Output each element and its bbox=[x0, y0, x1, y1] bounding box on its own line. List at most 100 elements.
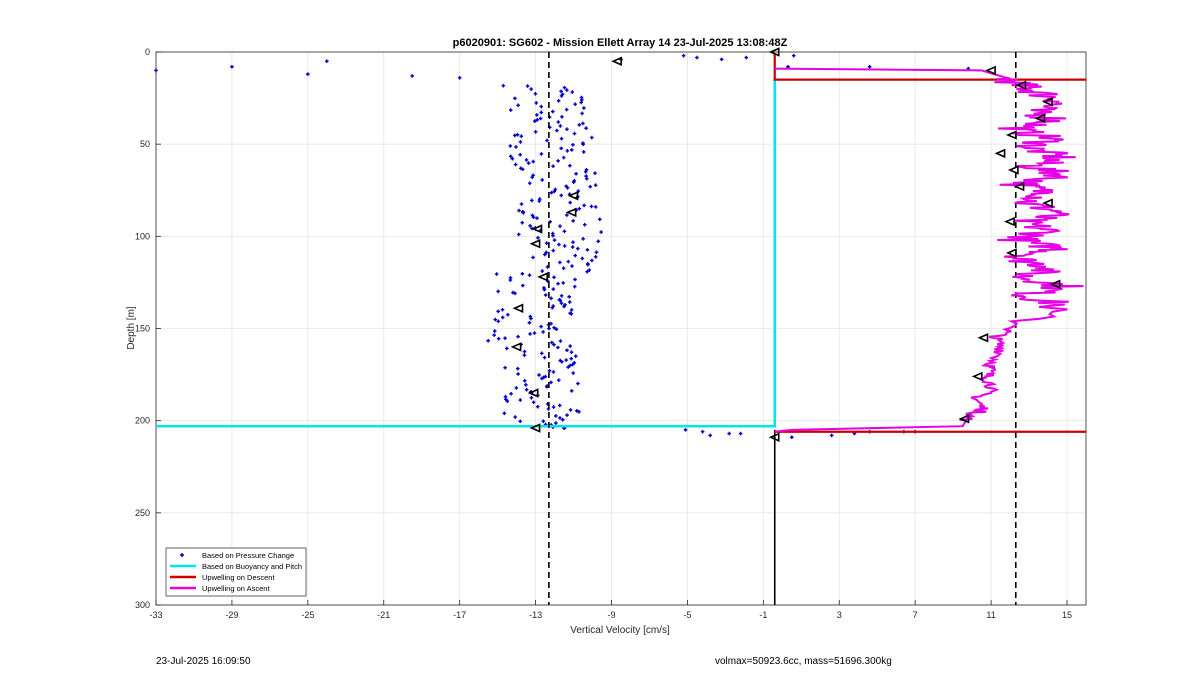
pressure-change-point bbox=[573, 277, 577, 282]
pressure-change-point bbox=[533, 129, 538, 134]
x-tick-label: -29 bbox=[225, 610, 238, 620]
pressure-change-point bbox=[552, 325, 556, 330]
pressure-change-point bbox=[683, 428, 688, 432]
legend-marker bbox=[180, 553, 184, 557]
pressure-change-point bbox=[513, 133, 517, 138]
pressure-change-point bbox=[582, 222, 587, 227]
x-tick-label: -21 bbox=[377, 610, 390, 620]
pressure-change-point bbox=[549, 190, 554, 195]
pressure-change-point bbox=[791, 53, 796, 58]
pressure-change-point bbox=[576, 381, 580, 386]
pressure-change-point bbox=[528, 224, 532, 228]
triangle-marker bbox=[567, 191, 579, 201]
pressure-change-point bbox=[518, 152, 522, 157]
pressure-change-point bbox=[551, 248, 556, 253]
triangle-marker bbox=[994, 148, 1006, 159]
pressure-change-point bbox=[518, 398, 523, 402]
pressure-change-point bbox=[572, 284, 577, 289]
pressure-change-point bbox=[867, 64, 872, 69]
pressure-change-point bbox=[562, 244, 567, 248]
pressure-change-point bbox=[492, 329, 497, 333]
pressure-change-point bbox=[585, 262, 590, 267]
pressure-change-point bbox=[571, 143, 575, 147]
pressure-change-point bbox=[560, 417, 565, 422]
pressure-change-point bbox=[581, 150, 586, 154]
triangle-marker bbox=[565, 207, 577, 218]
pressure-change-point bbox=[526, 161, 531, 165]
pressure-change-point bbox=[582, 106, 586, 110]
pressure-change-point bbox=[569, 148, 574, 152]
pressure-change-point bbox=[500, 307, 505, 312]
pressure-change-point bbox=[539, 110, 544, 115]
pressure-change-point bbox=[593, 205, 598, 209]
pressure-change-point bbox=[513, 162, 518, 167]
pressure-change-point bbox=[558, 260, 562, 265]
pressure-change-point bbox=[574, 171, 578, 176]
pressure-change-point bbox=[549, 380, 553, 385]
pressure-change-point bbox=[527, 181, 532, 186]
pressure-change-point bbox=[594, 250, 599, 255]
pressure-change-point bbox=[539, 104, 544, 109]
pressure-change-point bbox=[556, 120, 561, 124]
pressure-change-point bbox=[561, 155, 566, 160]
pressure-change-point bbox=[529, 87, 533, 91]
pressure-change-point bbox=[556, 159, 560, 163]
pressure-change-point bbox=[790, 435, 794, 440]
pressure-change-point bbox=[531, 215, 536, 219]
triangle-marker bbox=[1049, 279, 1061, 289]
pressure-change-point bbox=[559, 193, 564, 198]
y-tick-label: 0 bbox=[145, 47, 150, 57]
pressure-change-point bbox=[585, 269, 589, 274]
pressure-change-point bbox=[514, 386, 519, 390]
pressure-change-point bbox=[562, 229, 567, 234]
pressure-change-point bbox=[535, 216, 539, 220]
pressure-change-point bbox=[508, 108, 513, 112]
pressure-change-point bbox=[577, 206, 582, 211]
pressure-change-point bbox=[510, 156, 515, 161]
pressure-change-point bbox=[554, 327, 559, 332]
pressure-change-point bbox=[581, 142, 585, 147]
pressure-change-point bbox=[525, 84, 530, 88]
pressure-change-point bbox=[501, 83, 506, 88]
x-tick-label: 15 bbox=[1062, 610, 1072, 620]
pressure-change-point bbox=[580, 111, 584, 116]
pressure-change-point bbox=[529, 316, 533, 321]
pressure-change-point bbox=[524, 387, 529, 392]
pressure-change-point bbox=[564, 107, 569, 112]
pressure-change-point bbox=[562, 304, 566, 309]
pressure-change-point bbox=[516, 334, 520, 339]
pressure-change-point bbox=[582, 203, 586, 208]
pressure-change-point bbox=[520, 283, 525, 288]
pressure-change-point bbox=[567, 300, 572, 304]
pressure-change-point bbox=[568, 200, 573, 205]
pressure-change-point bbox=[496, 336, 501, 341]
pressure-change-point bbox=[552, 238, 557, 242]
pressure-change-point bbox=[544, 384, 549, 389]
pressure-change-point bbox=[543, 293, 548, 297]
pressure-change-point bbox=[559, 301, 564, 305]
pressure-change-point bbox=[588, 184, 593, 189]
pressure-change-point bbox=[556, 378, 561, 383]
pressure-change-point bbox=[545, 138, 549, 143]
pressure-change-point bbox=[571, 240, 575, 245]
ticks: -33 -29 -25 -21 -17 -13 -9 -5 -1 3 7 11 150501001502… bbox=[135, 47, 1072, 620]
pressure-change-point bbox=[585, 248, 590, 252]
pressure-change-point bbox=[558, 416, 562, 420]
legend-label: Upwelling on Ascent bbox=[202, 584, 270, 593]
pressure-change-point bbox=[519, 202, 524, 206]
y-tick-label: 200 bbox=[135, 416, 150, 426]
pressure-change-point bbox=[559, 136, 564, 141]
x-tick-label: -5 bbox=[683, 610, 691, 620]
pressure-change-point bbox=[527, 320, 532, 325]
pressure-change-point bbox=[518, 419, 523, 424]
pressure-change-point bbox=[506, 312, 510, 317]
footer-volume-info: volmax=50923.6cc, mass=51696.300kg bbox=[715, 656, 892, 667]
pressure-change-point bbox=[500, 315, 505, 320]
pressure-change-point bbox=[719, 57, 724, 62]
triangle-marker bbox=[531, 224, 543, 234]
pressure-change-point bbox=[306, 72, 310, 76]
pressure-change-point bbox=[584, 167, 589, 172]
pressure-change-point bbox=[581, 121, 585, 126]
pressure-change-point bbox=[568, 344, 573, 348]
pressure-change-point bbox=[154, 68, 158, 73]
